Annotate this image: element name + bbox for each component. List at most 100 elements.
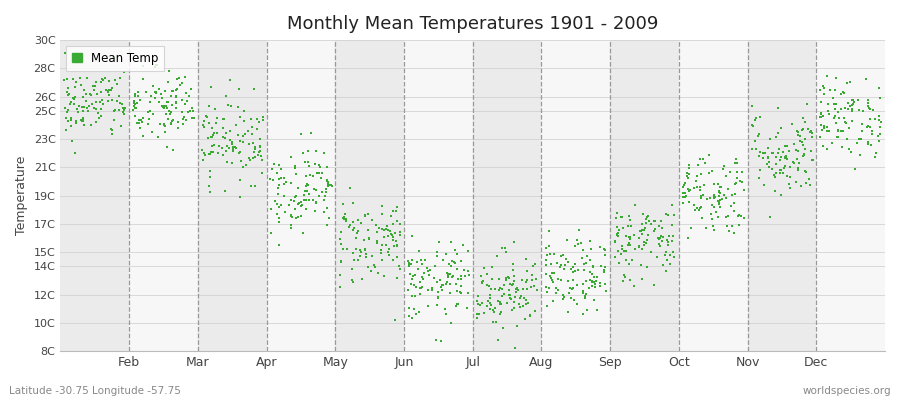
Point (665, 248, 680, 255)
Point (180, 109, 194, 116)
Point (528, 276, 543, 282)
Point (374, 247, 388, 253)
Point (381, 233, 395, 239)
Point (346, 219, 360, 226)
Point (364, 253, 379, 260)
Point (778, 162, 792, 169)
Point (832, 115, 846, 121)
Point (236, 133, 250, 140)
Point (713, 184, 727, 190)
Point (592, 280, 607, 286)
Point (169, 104, 184, 111)
Point (63, 99, 77, 105)
Point (140, 109, 155, 115)
Point (706, 168, 720, 174)
Point (206, 148, 220, 155)
Point (621, 242, 635, 248)
Point (287, 164, 302, 171)
Point (499, 275, 513, 282)
Point (505, 282, 519, 288)
Point (405, 232, 419, 239)
Point (136, 62, 150, 69)
Point (284, 212, 299, 218)
Point (147, 83, 161, 90)
Point (842, 105, 856, 112)
Point (712, 198, 726, 205)
Point (753, 148, 768, 155)
Point (435, 287, 449, 293)
Point (542, 228, 556, 234)
Point (176, 121, 190, 128)
Point (320, 177, 334, 183)
Point (375, 257, 390, 263)
Point (340, 246, 355, 252)
Point (129, 105, 143, 112)
Point (405, 292, 419, 299)
Point (104, 87, 118, 93)
Point (796, 142, 810, 148)
Point (66, 76, 80, 82)
Point (273, 218, 287, 225)
Point (557, 266, 572, 273)
Point (264, 206, 278, 212)
Point (411, 309, 426, 316)
Point (461, 248, 475, 254)
Point (300, 181, 314, 188)
Point (798, 136, 813, 142)
Point (638, 224, 652, 231)
Point (362, 235, 376, 242)
Point (586, 264, 600, 270)
Point (868, 154, 883, 160)
Point (780, 142, 795, 149)
Point (256, 114, 270, 120)
Point (748, 138, 762, 144)
Point (577, 261, 591, 268)
Point (222, 77, 237, 83)
Point (72, 103, 86, 110)
Point (615, 243, 629, 249)
Point (272, 162, 286, 168)
Point (752, 175, 766, 182)
Point (567, 297, 581, 303)
Point (586, 263, 600, 269)
Point (598, 264, 612, 270)
Point (833, 106, 848, 113)
Point (359, 254, 374, 260)
Point (828, 112, 842, 119)
Point (338, 216, 353, 222)
Point (789, 156, 804, 162)
Point (506, 281, 520, 288)
Point (733, 178, 747, 184)
Point (272, 215, 286, 222)
Point (720, 223, 734, 230)
Point (483, 286, 498, 292)
Point (652, 241, 666, 247)
Point (835, 88, 850, 95)
Point (436, 282, 450, 288)
Point (204, 143, 219, 149)
Point (90, 91, 104, 97)
Point (333, 284, 347, 290)
Point (320, 178, 334, 184)
Point (796, 126, 811, 132)
Point (346, 225, 361, 232)
Point (158, 129, 172, 135)
Point (198, 152, 212, 159)
Point (460, 304, 474, 311)
Point (115, 100, 130, 107)
Point (491, 337, 505, 344)
Point (863, 106, 878, 112)
Point (425, 287, 439, 294)
Point (284, 222, 298, 228)
Point (61, 85, 76, 91)
Point (247, 155, 261, 162)
Point (440, 270, 454, 277)
Point (226, 146, 240, 152)
Point (244, 115, 258, 122)
Bar (472, 40, 542, 351)
Point (682, 170, 697, 177)
Point (662, 233, 677, 240)
Point (795, 139, 809, 146)
Point (622, 213, 636, 219)
Point (148, 89, 162, 95)
